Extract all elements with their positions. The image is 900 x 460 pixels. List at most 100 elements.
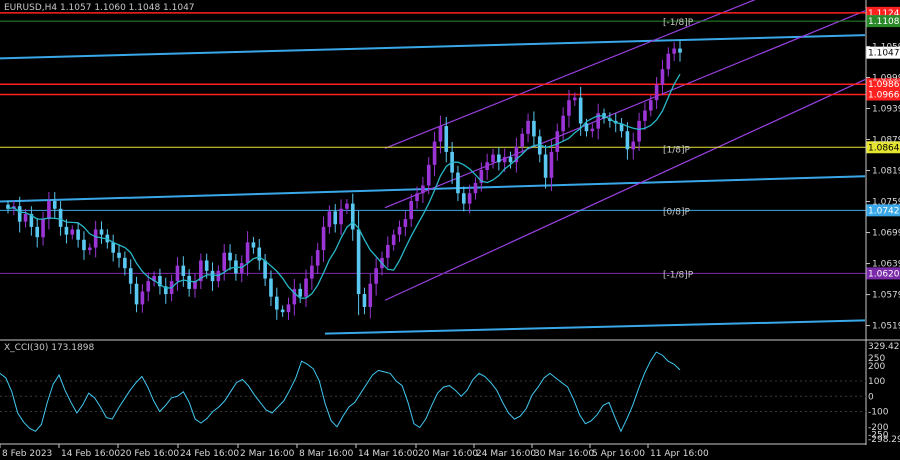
candle-body — [228, 252, 232, 261]
candle-body — [543, 154, 548, 178]
level-tag — [866, 78, 900, 91]
level-tag — [866, 267, 900, 280]
candle-body — [140, 291, 145, 305]
candle-body — [82, 239, 86, 251]
candle-body — [58, 208, 63, 227]
candle-body — [473, 182, 478, 194]
candle-body — [374, 268, 378, 284]
candle-body — [444, 126, 449, 152]
candle-body — [672, 48, 676, 54]
candle-body — [648, 100, 653, 111]
cci-pane — [0, 351, 866, 433]
level-tag-label: 1.0742 — [868, 206, 900, 216]
price-tick-label: 1.0699 — [872, 229, 900, 239]
candle-body — [514, 146, 519, 163]
candle-body — [432, 141, 437, 165]
candle-body — [199, 260, 203, 282]
candle-body — [561, 115, 565, 132]
candle-body — [327, 211, 332, 227]
price-tick-label: 1.0759 — [872, 198, 900, 208]
time-tick-label: 14 Mar 16:00 — [358, 449, 418, 459]
candle-body — [415, 193, 419, 202]
cci-tick-label: 250 — [868, 354, 885, 364]
level-tag-label: 1.0986 — [868, 80, 900, 90]
candle-body — [47, 201, 51, 220]
candle-body — [356, 229, 361, 295]
candle-body — [117, 252, 121, 258]
candle-body — [660, 69, 665, 85]
candle-body — [315, 250, 320, 266]
channel-line — [384, 78, 866, 301]
candle-body — [204, 260, 209, 271]
candle-body — [596, 113, 601, 129]
candle-body — [555, 131, 560, 152]
candle-body — [64, 226, 69, 235]
candle-body — [666, 53, 671, 70]
candle-body — [257, 247, 262, 261]
price-tick-label: 1.0639 — [872, 260, 900, 270]
candle-body — [625, 131, 630, 150]
candle-body — [421, 185, 425, 194]
candle-body — [17, 206, 22, 222]
cci-tick-label: 200 — [868, 362, 885, 372]
murrey-label: [1/8]P — [663, 145, 691, 155]
level-tag — [866, 15, 900, 28]
candle-body — [678, 48, 682, 53]
channel-line — [384, 0, 756, 149]
cci-label: X_CCI(30) 173.1898 — [4, 343, 94, 353]
candle-body — [35, 226, 40, 238]
level-tag — [866, 141, 900, 154]
time-tick-label: 30 Mar 16:00 — [534, 449, 594, 459]
candle-body — [263, 260, 267, 279]
level-tag-label: 1.0864 — [868, 143, 900, 153]
candle-body — [526, 120, 530, 134]
candle-body — [350, 203, 355, 230]
candle-body — [491, 154, 495, 163]
candle-body — [643, 110, 647, 121]
candle-body — [508, 157, 513, 163]
candle-body — [637, 120, 641, 142]
level-tag — [866, 204, 900, 217]
candle-body — [549, 151, 554, 178]
candle-body — [292, 288, 297, 305]
trend-line — [0, 34, 866, 60]
candle-body — [467, 193, 472, 204]
cci-tick-label: -200 — [868, 423, 889, 433]
time-tick-label: 20 Mar 16:00 — [418, 449, 478, 459]
price-tick-label: 1.0519 — [872, 322, 900, 332]
level-tag-label: 1.1108 — [868, 17, 900, 27]
level-tag-label: 1.0620 — [868, 269, 900, 279]
candle-body — [187, 275, 191, 289]
level-tag-label: 1.1047 — [868, 49, 900, 59]
candle-body — [280, 309, 285, 313]
candle-body — [573, 97, 577, 101]
candle-body — [76, 229, 80, 240]
candle-body — [438, 126, 443, 142]
murrey-label: [0/8]P — [663, 207, 691, 217]
candle-body — [251, 242, 256, 248]
pane-separator — [0, 0, 900, 445]
candle-body — [567, 100, 571, 116]
candle-body — [532, 120, 536, 137]
candle-body — [619, 123, 624, 132]
level-tag — [866, 88, 900, 101]
candle-body — [321, 226, 326, 251]
candle-body — [29, 213, 34, 227]
time-tick-label: 2 Mar 16:00 — [240, 449, 295, 459]
trend-line — [324, 319, 866, 335]
candle-body — [502, 157, 507, 163]
candle-body — [87, 247, 92, 251]
candle-body — [93, 229, 98, 248]
candle-body — [245, 242, 250, 264]
candle-body — [426, 164, 431, 186]
candle-body — [386, 244, 390, 258]
candle-body — [310, 265, 314, 279]
level-tag-label: 1.0966 — [868, 91, 900, 101]
candle-body — [485, 162, 489, 170]
time-axis: 8 Feb 2023 14 Feb 16:00 20 Feb 16:00 24 Feb… — [0, 444, 709, 459]
candle-body — [128, 268, 133, 284]
candle-body — [23, 213, 28, 222]
